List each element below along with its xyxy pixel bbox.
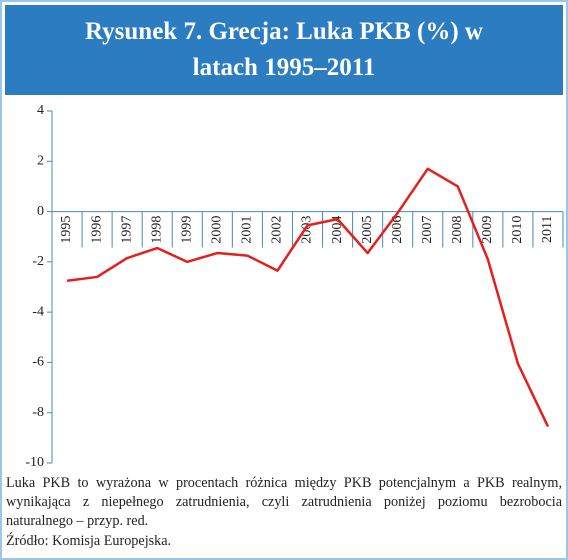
x-tick-label: 2005 [360,216,375,244]
x-tick-label: 2003 [300,216,315,244]
x-tick-label: 2008 [450,216,465,244]
x-tick-label: 2002 [270,216,285,244]
y-tick-label: -10 [25,455,44,470]
x-tick-label: 2006 [390,216,405,244]
y-tick-label: -8 [32,405,44,420]
y-tick-label: -6 [32,355,44,370]
y-tick-label: 4 [37,103,44,118]
line-series [66,167,550,428]
source: Źródło: Komisja Europejska. [6,533,172,549]
x-tick-label: 2001 [240,216,255,244]
x-tick-label: 2011 [540,216,555,243]
y-tick-label: 2 [37,154,44,169]
x-tick-label: 2009 [480,216,495,244]
x-tick-label: 1996 [89,216,104,244]
chart: -10 -8 -6 -4 -2 0 2 4 1995 1996 1997 1998 1999 2000 20… [25,103,564,470]
y-tick-label: -4 [32,304,44,319]
x-tick-label: 1999 [179,216,194,244]
x-tick-label: 2000 [210,216,225,244]
y-tick-label: 0 [37,204,44,219]
x-tick-label: 2010 [510,216,525,244]
chart-title: Rysunek 7. Grecja: Luka PKB (%) w latach… [5,5,563,95]
x-tick-label: 1997 [119,216,134,244]
y-tick-label: -2 [32,254,44,269]
x-tick-label: 2007 [420,216,435,244]
note: Luka PKB to wyrażona w procentach różnic… [6,475,562,529]
x-tick-label: 1998 [149,216,164,244]
x-tick-label: 1995 [59,216,74,244]
